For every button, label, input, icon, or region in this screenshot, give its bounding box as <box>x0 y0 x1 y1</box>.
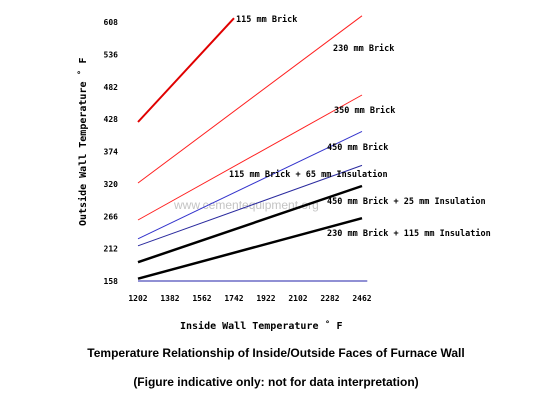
chart-caption-title: Temperature Relationship of Inside/Outsi… <box>87 346 465 360</box>
chart-caption-note: (Figure indicative only: not for data in… <box>133 375 419 389</box>
series-label: 450 mm Brick + 25 mm Insulation <box>327 196 486 207</box>
x-tick-labels: 1202 1382 1562 1742 1922 2102 2282 2462 <box>128 294 371 303</box>
x-tick-label: 1382 <box>160 294 179 303</box>
x-tick-label: 1922 <box>256 294 275 303</box>
x-tick-label: 2462 <box>352 294 371 303</box>
series-line <box>137 164 363 247</box>
series-line <box>137 94 363 221</box>
y-tick-label: 158 <box>104 277 119 286</box>
y-tick-label: 428 <box>104 115 119 124</box>
y-tick-label: 320 <box>104 180 119 189</box>
series-lines <box>137 15 368 282</box>
series-line <box>137 130 363 240</box>
y-tick-labels: 158 212 266 320 374 428 482 536 608 <box>104 18 119 286</box>
series-label: 115 mm Brick + 65 mm Insulation <box>229 169 388 180</box>
x-tick-label: 2282 <box>320 294 339 303</box>
series-line <box>137 17 235 123</box>
series-label: 230 mm Brick <box>333 43 394 54</box>
x-tick-label: 1202 <box>128 294 147 303</box>
series-label: 230 mm Brick + 115 mm Insulation <box>327 228 491 239</box>
y-tick-label: 482 <box>104 83 119 92</box>
y-tick-label: 212 <box>104 245 119 254</box>
y-axis-title: Outside Wall Temperature ˚ F <box>77 57 89 226</box>
x-tick-label: 2102 <box>288 294 307 303</box>
chart: 158 212 266 320 374 428 482 536 608 1202 1382 1562… <box>77 14 491 332</box>
series-line <box>137 15 363 184</box>
series-line <box>137 184 363 264</box>
y-tick-label: 608 <box>104 18 119 27</box>
y-tick-label: 266 <box>104 212 119 221</box>
series-labels: 115 mm Brick 230 mm Brick 350 mm Brick 450 … <box>229 14 491 239</box>
y-tick-label: 374 <box>104 148 119 157</box>
x-tick-label: 1562 <box>192 294 211 303</box>
x-axis-title: Inside Wall Temperature ˚ F <box>180 320 343 332</box>
series-label: 350 mm Brick <box>334 105 395 116</box>
series-label: 450 mm Brick <box>327 142 388 153</box>
series-label: 115 mm Brick <box>236 14 297 25</box>
series-line <box>137 216 363 280</box>
y-tick-label: 536 <box>104 50 119 59</box>
watermark: www.cementequipment.org <box>173 198 319 212</box>
x-tick-label: 1742 <box>224 294 243 303</box>
